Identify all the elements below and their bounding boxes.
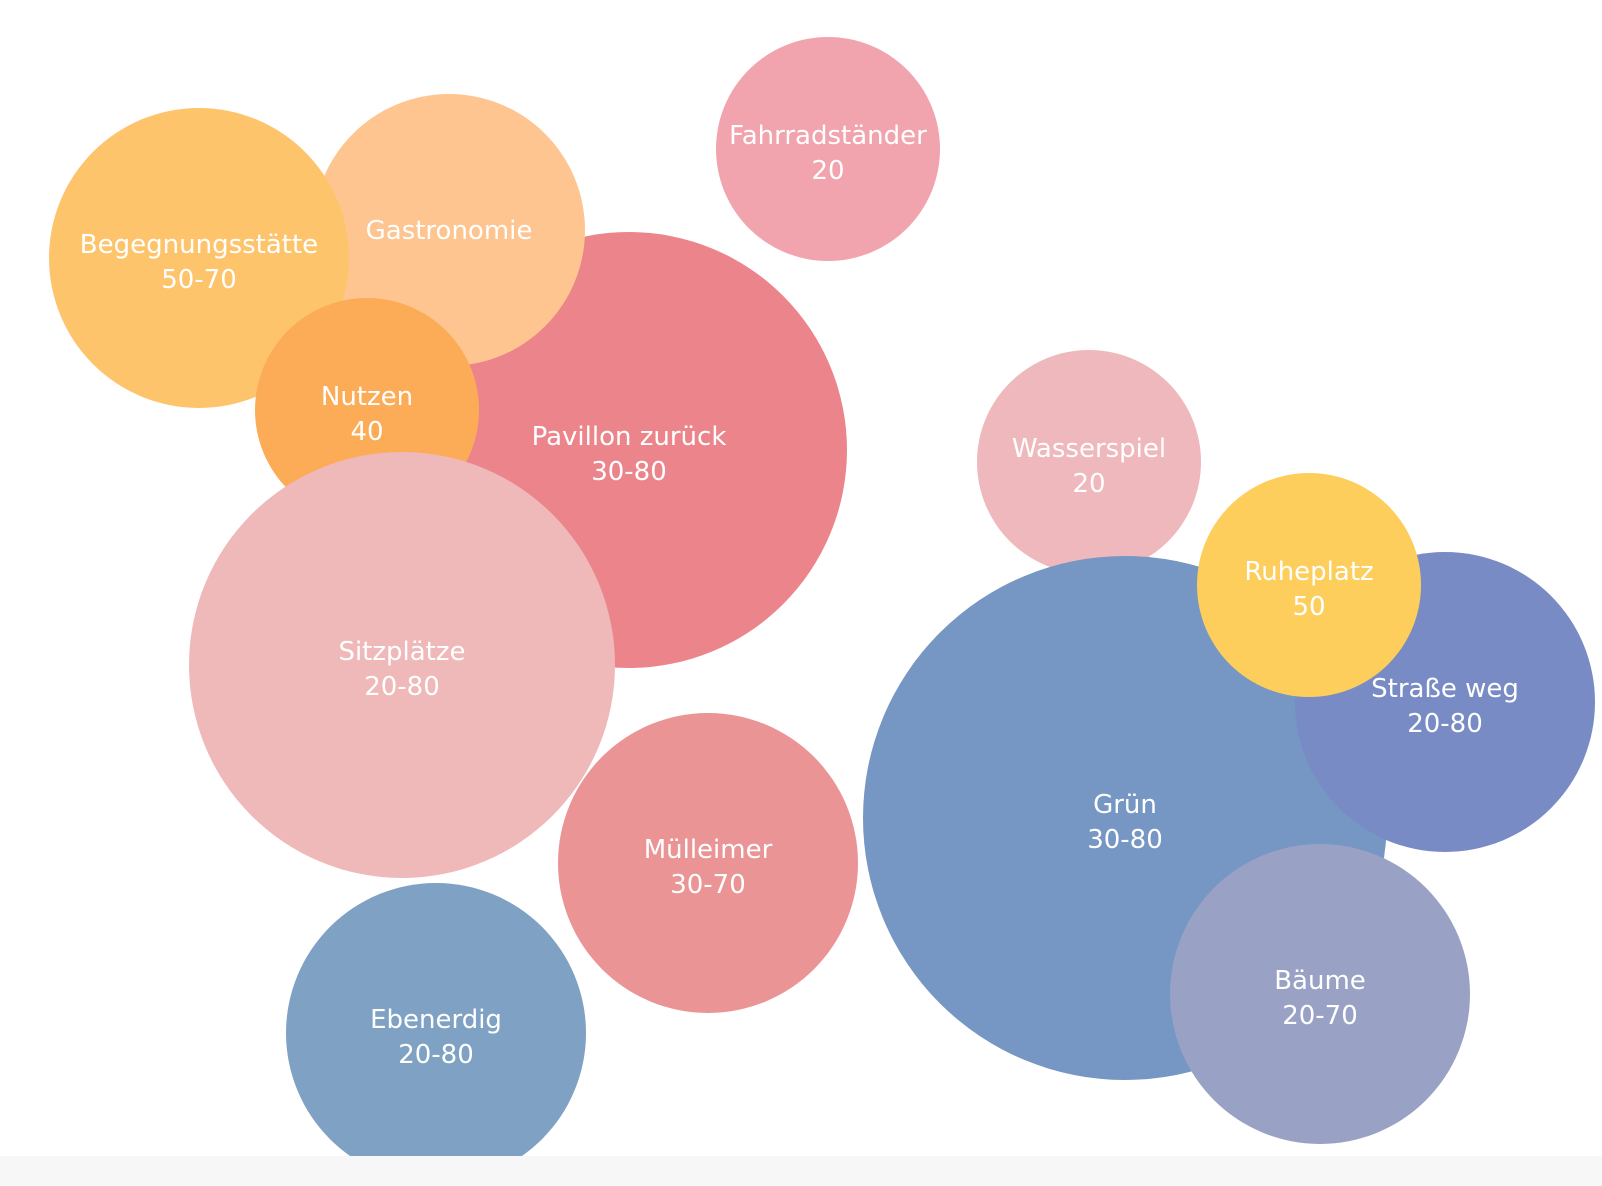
bubble-value: 20-70 <box>1282 1001 1358 1031</box>
bubble-wasserspiel: Wasserspiel 20 <box>977 350 1201 574</box>
bubble-circle <box>977 350 1201 574</box>
bubble-label: Ebenerdig <box>370 1005 502 1035</box>
bubble-value: 30-70 <box>670 870 746 900</box>
bubble-circle <box>49 108 349 408</box>
bubble-value: 30-80 <box>591 457 667 487</box>
bubble-mulleimer: Mülleimer 30-70 <box>558 713 858 1013</box>
bubble-value: 20-80 <box>1407 709 1483 739</box>
bubble-circle <box>716 37 940 261</box>
bubble-label: Sitzplätze <box>338 637 465 667</box>
bubble-fahrradstander: Fahrradständer 20 <box>716 37 940 261</box>
bubble-begegnungsstatte: Begegnungsstätte 50-70 <box>49 108 349 408</box>
bubble-label: Fahrradständer <box>729 121 927 151</box>
bubble-circle <box>189 452 615 878</box>
bubble-label: Pavillon zurück <box>532 422 727 452</box>
bubble-value: 40 <box>350 417 383 447</box>
bubble-baume: Bäume 20-70 <box>1170 844 1470 1144</box>
bubble-value: 20-80 <box>398 1040 474 1070</box>
bubble-label: Mülleimer <box>644 835 773 865</box>
bubble-label: Ruheplatz <box>1244 557 1373 587</box>
bottom-strip <box>0 1156 1602 1186</box>
bubble-circle <box>558 713 858 1013</box>
bubble-ruheplatz: Ruheplatz 50 <box>1197 473 1421 697</box>
bubble-circle <box>286 883 586 1183</box>
bubble-circle <box>1197 473 1421 697</box>
bubble-label: Wasserspiel <box>1012 434 1166 464</box>
bubble-label: Gastronomie <box>366 216 533 246</box>
bubble-ebenerdig: Ebenerdig 20-80 <box>286 883 586 1183</box>
bubble-value: 20 <box>1072 469 1105 499</box>
bubble-label: Grün <box>1093 790 1157 820</box>
bubble-value: 50 <box>1292 592 1325 622</box>
bubble-label: Straße weg <box>1371 674 1519 704</box>
bubble-label: Bäume <box>1274 966 1366 996</box>
bubble-value: 20 <box>811 156 844 186</box>
bubble-value: 20-80 <box>364 672 440 702</box>
bubble-circle <box>1170 844 1470 1144</box>
bubble-label: Nutzen <box>321 382 413 412</box>
bubble-label: Begegnungsstätte <box>80 230 318 260</box>
bubble-gastronomie: Gastronomie <box>313 94 585 366</box>
bubble-value: 30-80 <box>1087 825 1163 855</box>
bubble-sitzplatze: Sitzplätze 20-80 <box>189 452 615 878</box>
bubble-circle <box>313 94 585 366</box>
bubble-value: 50-70 <box>161 265 237 295</box>
